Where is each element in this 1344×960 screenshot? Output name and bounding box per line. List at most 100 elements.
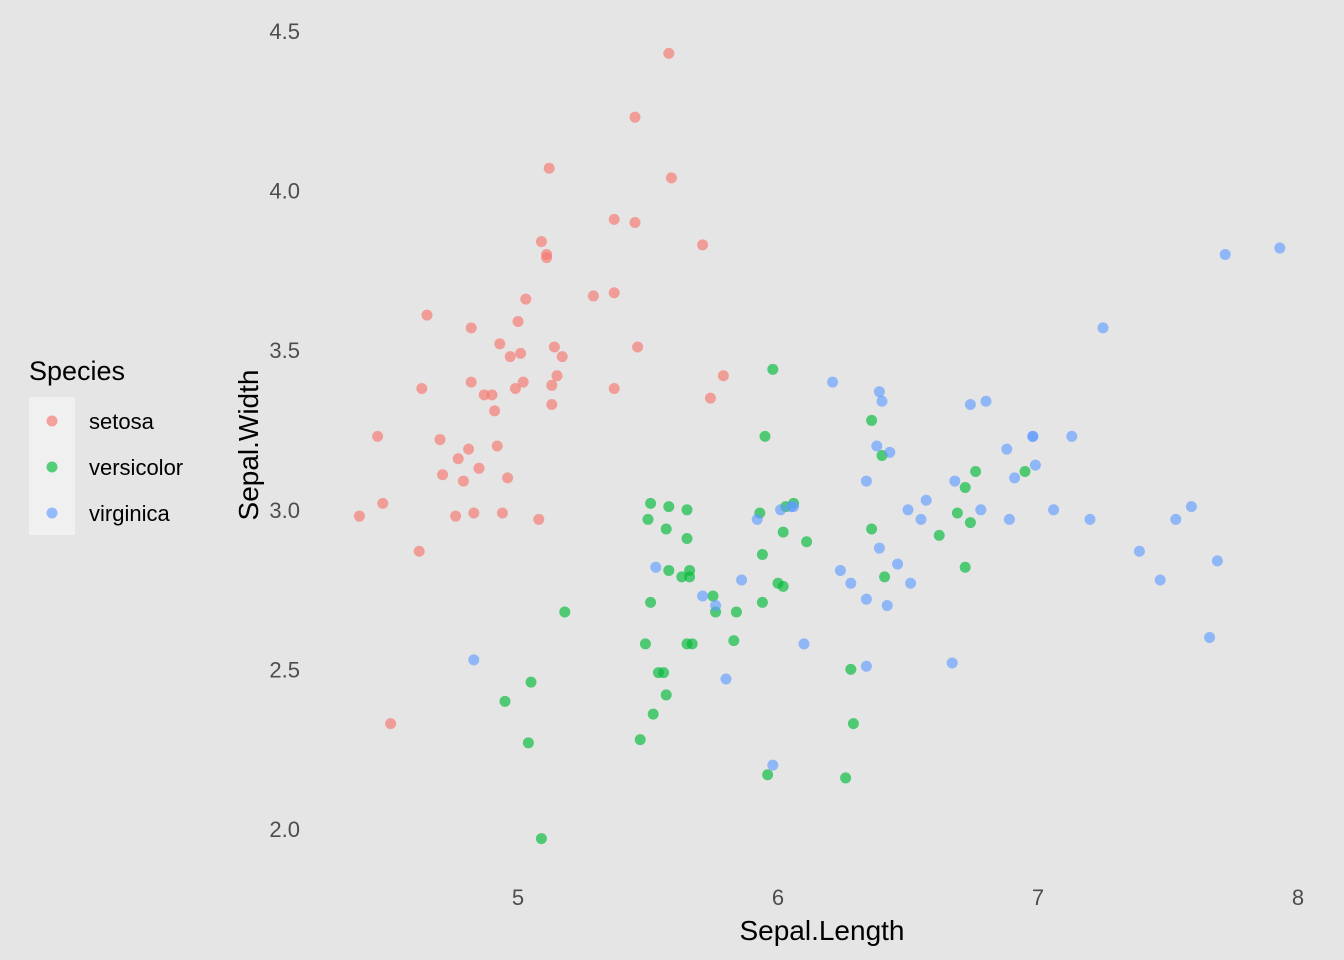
point-setosa xyxy=(489,405,501,417)
point-setosa xyxy=(548,341,560,353)
data-points xyxy=(353,47,1286,845)
point-virginica xyxy=(1170,513,1182,525)
point-versicolor xyxy=(647,708,659,720)
point-versicolor xyxy=(681,533,693,545)
point-versicolor xyxy=(866,414,878,426)
point-setosa xyxy=(509,383,521,395)
y-tick-label: 2.0 xyxy=(269,817,300,842)
y-axis-tick-labels: 2.0 2.5 3.0 3.5 4.0 4.5 xyxy=(269,19,300,842)
point-setosa xyxy=(520,293,532,305)
point-setosa xyxy=(465,322,477,334)
point-versicolor xyxy=(645,497,657,509)
point-setosa xyxy=(556,351,568,363)
point-setosa xyxy=(452,453,464,465)
point-setosa xyxy=(434,434,446,446)
point-virginica xyxy=(1211,555,1223,567)
point-virginica xyxy=(946,657,958,669)
point-setosa xyxy=(372,430,384,442)
point-setosa xyxy=(377,497,389,509)
point-setosa xyxy=(468,507,480,519)
point-versicolor xyxy=(964,517,976,529)
point-virginica xyxy=(751,513,763,525)
point-setosa xyxy=(512,315,524,327)
point-versicolor xyxy=(660,523,672,535)
point-setosa xyxy=(421,309,433,321)
point-setosa xyxy=(551,370,563,382)
point-setosa xyxy=(608,213,620,225)
point-versicolor xyxy=(1019,465,1031,477)
point-versicolor xyxy=(663,564,675,576)
legend-label-virginica: virginica xyxy=(89,501,170,526)
point-versicolor xyxy=(959,561,971,573)
x-tick-label: 7 xyxy=(1032,885,1044,910)
point-setosa xyxy=(491,440,503,452)
x-axis-tick-labels: 5 6 7 8 xyxy=(512,885,1304,910)
point-setosa xyxy=(502,472,514,484)
point-virginica xyxy=(975,504,987,516)
point-setosa xyxy=(608,383,620,395)
point-setosa xyxy=(632,341,644,353)
point-versicolor xyxy=(840,772,852,784)
x-axis-label: Sepal.Length xyxy=(739,915,904,946)
point-virginica xyxy=(1185,501,1197,513)
point-setosa xyxy=(541,248,553,260)
y-axis-label: Sepal.Width xyxy=(233,370,264,521)
point-virginica xyxy=(1001,443,1013,455)
legend-key-virginica xyxy=(46,507,58,519)
point-virginica xyxy=(1084,513,1096,525)
x-tick-label: 5 xyxy=(512,885,524,910)
point-virginica xyxy=(860,475,872,487)
y-tick-label: 3.0 xyxy=(269,498,300,523)
point-versicolor xyxy=(684,571,696,583)
point-virginica xyxy=(1133,545,1145,557)
point-versicolor xyxy=(658,667,670,679)
point-versicolor xyxy=(559,606,571,618)
point-versicolor xyxy=(728,635,740,647)
point-virginica xyxy=(468,654,480,666)
point-versicolor xyxy=(642,513,654,525)
point-virginica xyxy=(798,638,810,650)
point-virginica xyxy=(710,600,722,612)
point-setosa xyxy=(494,338,506,350)
point-virginica xyxy=(902,504,914,516)
legend-title: Species xyxy=(29,356,125,386)
point-setosa xyxy=(533,513,545,525)
point-setosa xyxy=(697,239,709,251)
point-virginica xyxy=(1029,459,1041,471)
point-versicolor xyxy=(777,580,789,592)
point-virginica xyxy=(920,494,932,506)
point-virginica xyxy=(1009,472,1021,484)
point-setosa xyxy=(478,389,490,401)
point-versicolor xyxy=(707,590,719,602)
point-versicolor xyxy=(879,571,891,583)
point-virginica xyxy=(884,446,896,458)
point-versicolor xyxy=(756,596,768,608)
point-setosa xyxy=(515,347,527,359)
point-virginica xyxy=(767,759,779,771)
point-versicolor xyxy=(686,638,698,650)
legend-entries: setosa versicolor virginica xyxy=(46,409,183,526)
point-versicolor xyxy=(660,689,672,701)
point-virginica xyxy=(1204,631,1216,643)
point-setosa xyxy=(457,475,469,487)
point-virginica xyxy=(876,395,888,407)
point-virginica xyxy=(949,475,961,487)
y-tick-label: 2.5 xyxy=(269,657,300,682)
point-virginica xyxy=(1027,430,1039,442)
point-versicolor xyxy=(645,596,657,608)
point-versicolor xyxy=(933,529,945,541)
point-versicolor xyxy=(959,481,971,493)
point-virginica xyxy=(873,542,885,554)
point-setosa xyxy=(587,290,599,302)
point-virginica xyxy=(1066,430,1078,442)
point-virginica xyxy=(1219,248,1231,260)
point-virginica xyxy=(1097,322,1109,334)
point-virginica xyxy=(1154,574,1166,586)
point-setosa xyxy=(543,162,555,174)
point-setosa xyxy=(517,376,529,388)
point-virginica xyxy=(873,386,885,398)
point-setosa xyxy=(535,236,547,248)
x-tick-label: 6 xyxy=(772,885,784,910)
point-virginica xyxy=(881,600,893,612)
